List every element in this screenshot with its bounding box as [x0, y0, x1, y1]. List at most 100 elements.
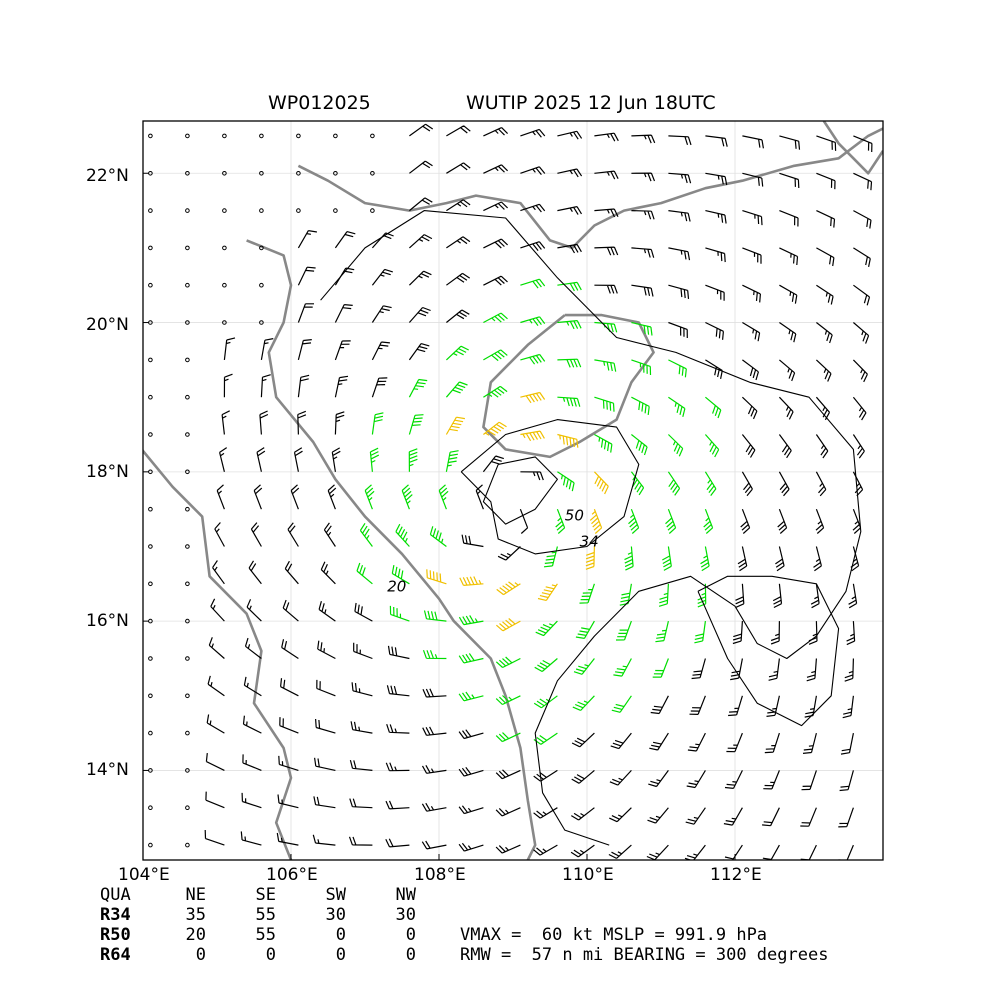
table-cell: 0	[265, 945, 276, 965]
wind-barb	[778, 396, 794, 420]
wind-barb	[609, 769, 632, 786]
wind-barb	[385, 800, 410, 810]
wind-barb	[779, 210, 799, 227]
calm-marker	[148, 693, 153, 699]
wind-barb	[359, 522, 373, 547]
wind-barb	[571, 732, 595, 748]
wind-barb	[668, 359, 687, 378]
wind-barb	[409, 160, 433, 174]
x-tick-label: 106°E	[266, 865, 318, 885]
wind-barb	[446, 309, 470, 323]
wind-barb	[778, 434, 792, 459]
wind-barb	[297, 374, 310, 398]
wind-barb	[483, 312, 508, 324]
wind-barb	[206, 714, 225, 734]
coastline-segment	[246, 239, 537, 860]
wind-barb	[594, 132, 619, 142]
wind-barb	[421, 840, 447, 850]
wind-contours	[320, 210, 862, 846]
wind-barb	[572, 695, 595, 711]
x-tick-label: 108°E	[414, 865, 466, 885]
table-header-qua: QUA	[100, 885, 131, 905]
wind-barb	[297, 410, 307, 435]
wind-barb	[668, 284, 690, 299]
wind-barb	[853, 210, 872, 229]
calm-marker	[148, 581, 153, 587]
wind-barb	[662, 546, 672, 571]
wind-barb	[594, 284, 618, 294]
wind-barb	[840, 732, 854, 755]
wind-barb	[594, 170, 619, 180]
wind-barb	[278, 755, 299, 771]
wind-barb	[816, 322, 833, 344]
wind-barb	[555, 508, 566, 534]
wind-barb	[348, 836, 373, 846]
wind-barb	[668, 321, 688, 339]
wind-barb	[371, 341, 390, 361]
wind-barb	[557, 320, 582, 330]
wind-barb	[631, 359, 652, 376]
wind-barb	[557, 358, 582, 368]
wind-barb	[401, 484, 413, 510]
wind-barb	[804, 695, 817, 718]
wind-barb	[766, 695, 780, 717]
table-cell: 0	[335, 945, 346, 965]
table-cell: 0	[405, 925, 416, 945]
wind-barb	[429, 526, 447, 547]
wind-barb	[350, 721, 373, 734]
wind-barb	[520, 241, 546, 251]
calm-marker	[148, 245, 153, 251]
wind-barb	[287, 522, 299, 547]
wind-barb	[852, 471, 864, 497]
wind-barb	[704, 471, 717, 496]
wind-barb	[242, 715, 262, 734]
wind-barb	[353, 642, 373, 660]
wind-barb	[422, 649, 447, 660]
wind-barb	[732, 621, 743, 645]
wind-barb	[594, 321, 618, 333]
y-tick-label: 20°N	[86, 315, 129, 335]
wind-barb	[594, 433, 613, 453]
calm-marker	[185, 842, 190, 848]
table-cell: 0	[405, 945, 416, 965]
wind-barb	[243, 676, 262, 697]
wind-barb	[371, 305, 392, 323]
calm-marker	[185, 506, 190, 512]
wind-barb	[331, 447, 341, 472]
wind-barb	[668, 172, 692, 184]
wind-barb	[371, 377, 388, 398]
wind-barb	[543, 546, 558, 568]
wind-barb	[408, 414, 424, 435]
wind-barb	[839, 770, 854, 792]
calm-marker	[148, 506, 153, 512]
wind-barb	[594, 246, 619, 256]
wind-radii-table: QUA NE SE SW NW R34 35 55 30 30 R50 20 5…	[0, 0, 416, 965]
wind-barb	[838, 807, 854, 828]
wind-barb	[557, 243, 582, 254]
calm-marker	[185, 245, 190, 251]
wind-barb	[256, 447, 266, 472]
wind-barb	[691, 658, 706, 680]
table-cell: 35	[185, 905, 206, 925]
wind-barb	[385, 838, 410, 848]
calm-marker	[148, 842, 153, 848]
calm-marker	[185, 469, 190, 475]
wind-barb	[815, 508, 825, 534]
wind-barb	[557, 396, 581, 407]
wind-barb	[214, 522, 225, 547]
wind-barb	[290, 484, 300, 510]
calm-marker	[370, 171, 375, 176]
y-tick-label: 22°N	[86, 166, 129, 186]
wind-barb	[458, 691, 484, 702]
wind-barb	[520, 316, 546, 326]
wind-barb	[297, 230, 317, 249]
calm-marker	[259, 208, 264, 213]
wind-barb	[495, 807, 521, 817]
wind-barb	[848, 583, 858, 609]
wind-barb	[458, 615, 484, 626]
wind-barb	[694, 621, 706, 644]
table-cell: 0	[335, 925, 346, 945]
wind-barb	[615, 620, 632, 641]
wind-barb	[422, 688, 447, 698]
wind-barb	[495, 769, 521, 780]
